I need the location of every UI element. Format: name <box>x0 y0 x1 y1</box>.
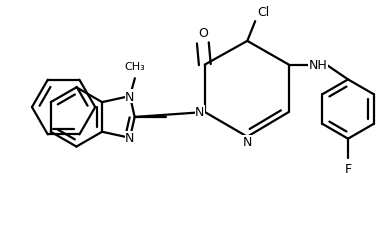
Text: N: N <box>125 90 134 103</box>
Text: N: N <box>195 106 205 119</box>
Text: F: F <box>345 162 351 175</box>
Text: CH₃: CH₃ <box>125 62 145 72</box>
Text: NH: NH <box>309 59 328 72</box>
Text: N: N <box>243 135 252 148</box>
Text: Cl: Cl <box>257 6 269 19</box>
Text: N: N <box>125 132 134 145</box>
Text: O: O <box>198 27 208 40</box>
